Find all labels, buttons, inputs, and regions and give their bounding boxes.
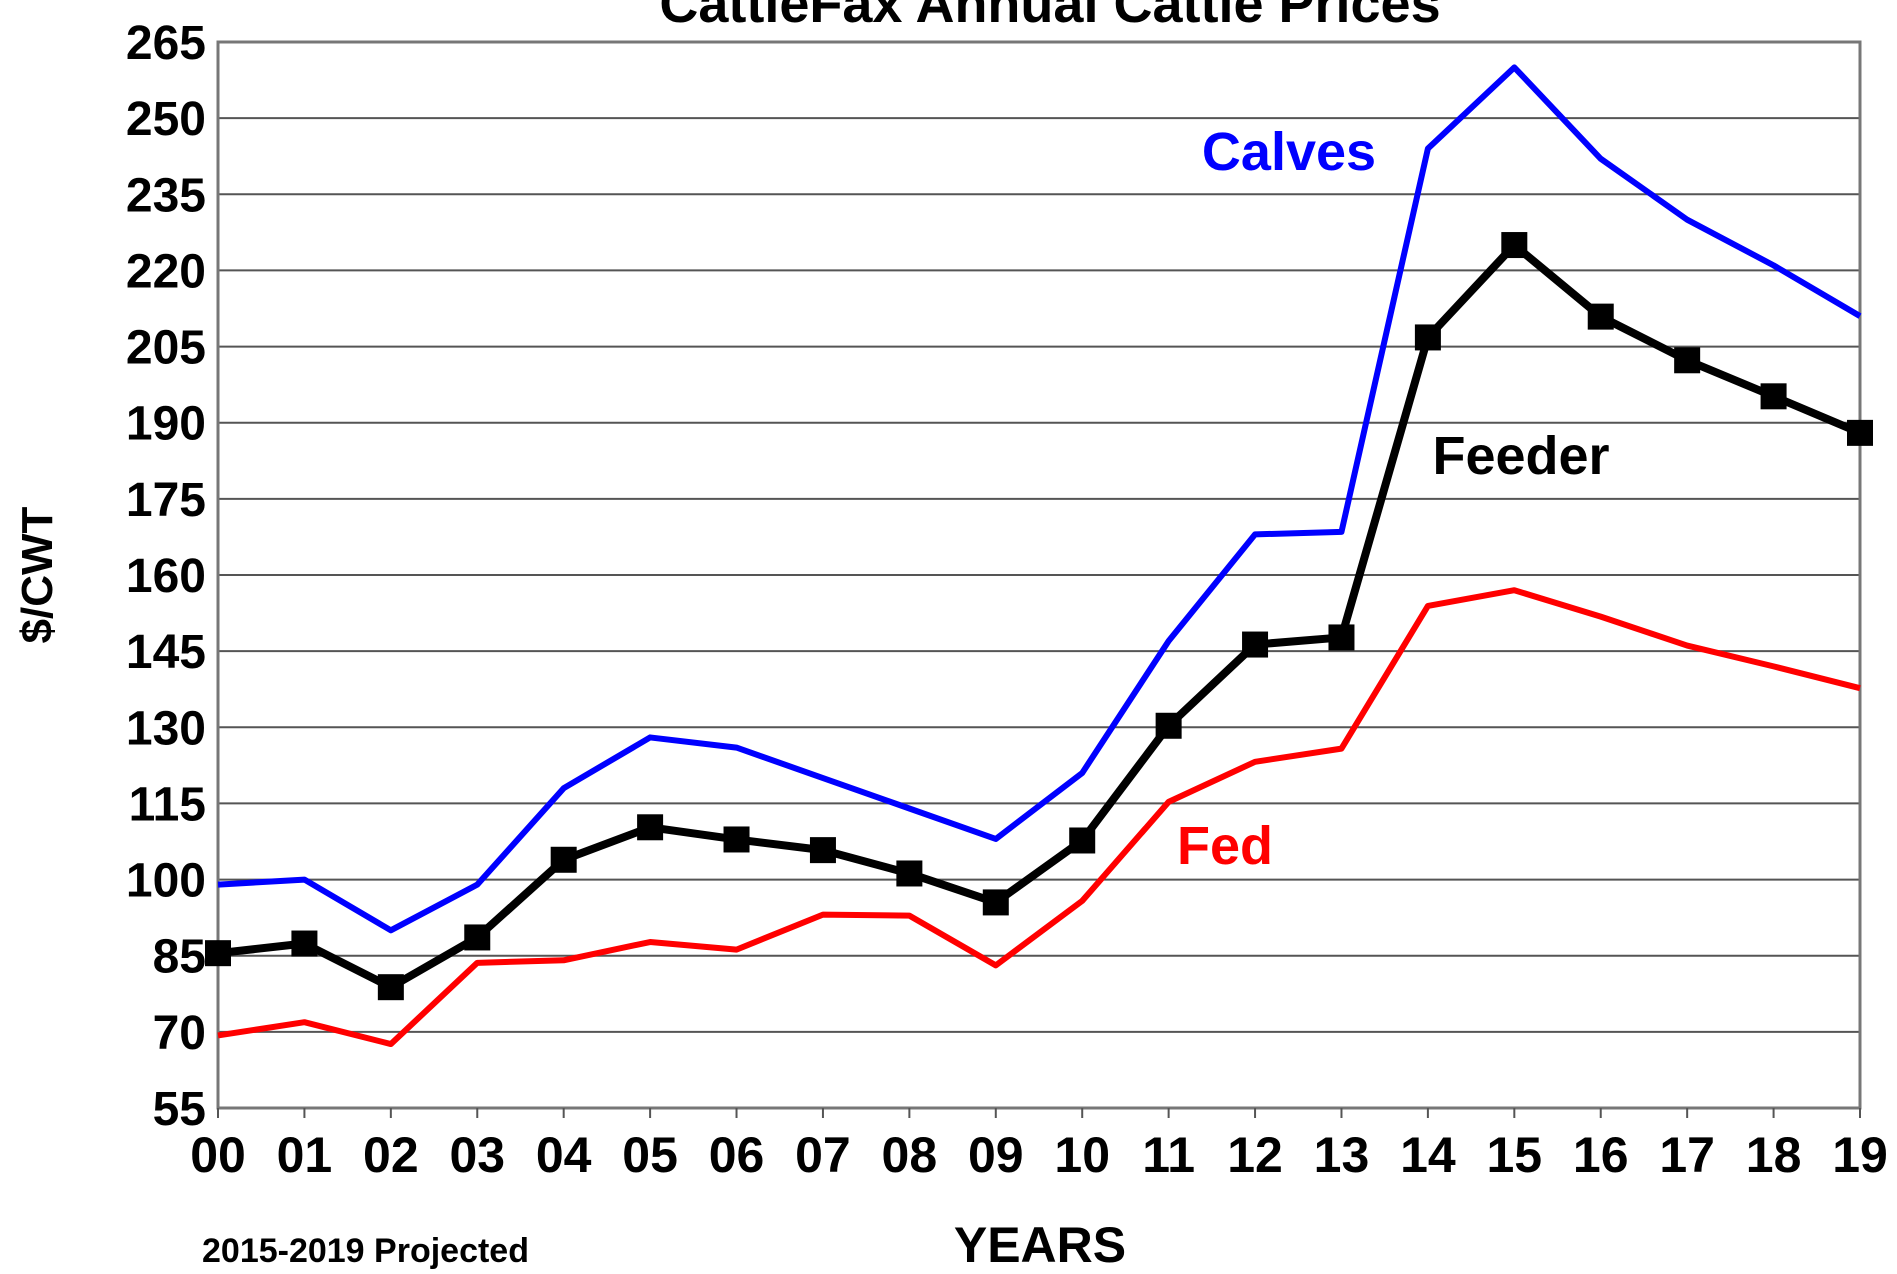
x-tick-label: 15 (1487, 1127, 1543, 1183)
x-tick-label: 17 (1659, 1127, 1715, 1183)
marker (464, 924, 491, 951)
series-line (217, 64, 1862, 934)
marker (1155, 712, 1182, 739)
marker (723, 826, 750, 853)
x-tick-label: 07 (795, 1127, 851, 1183)
chart-title: CattleFax Annual Cattle Prices (659, 0, 1440, 34)
y-tick-label: 145 (126, 626, 206, 679)
x-tick-label: 13 (1314, 1127, 1370, 1183)
y-tick-label: 235 (126, 169, 206, 222)
y-tick-label: 55 (153, 1083, 206, 1136)
plot-frame (216, 40, 1862, 1110)
x-tick-label: 18 (1746, 1127, 1802, 1183)
marker (1501, 232, 1528, 259)
marker (205, 940, 231, 967)
marker (1674, 347, 1701, 374)
x-tick-label: 00 (190, 1127, 246, 1183)
series-line (217, 241, 1862, 992)
y-tick-label: 175 (126, 474, 206, 527)
y-tick-label: 190 (126, 398, 206, 451)
marker (1069, 827, 1096, 854)
x-tick-label: 16 (1573, 1127, 1629, 1183)
x-tick-label: 05 (622, 1127, 678, 1183)
y-axis-label: $/CWT (13, 506, 62, 643)
y-tick-label: 220 (126, 245, 206, 298)
series-label: Fed (1177, 816, 1273, 876)
marker (982, 889, 1009, 916)
marker (1328, 624, 1355, 651)
y-tick-label: 70 (153, 1007, 206, 1060)
marker (637, 814, 664, 841)
marker (377, 974, 404, 1001)
x-tick-label: 01 (277, 1127, 333, 1183)
marker (1414, 324, 1441, 351)
x-tick-label: 08 (882, 1127, 938, 1183)
y-tick-label: 265 (126, 17, 206, 70)
x-tick-label: 12 (1227, 1127, 1283, 1183)
series-label: Feeder (1432, 426, 1609, 486)
note: 2015-2019 Projected (202, 1232, 529, 1270)
y-tick-label: 115 (129, 778, 206, 831)
x-axis-label: YEARS (954, 1217, 1126, 1273)
y-tick-label: 100 (126, 855, 206, 908)
y-tick-label: 250 (126, 93, 206, 146)
marker (1760, 383, 1787, 410)
x-tick-label: 03 (449, 1127, 505, 1183)
y-tick-label: 205 (126, 322, 206, 375)
x-tick-label: 06 (709, 1127, 765, 1183)
marker (896, 860, 923, 887)
x-tick-label: 04 (536, 1127, 592, 1183)
marker (1847, 419, 1873, 446)
x-tick-label: 02 (363, 1127, 419, 1183)
series-line (217, 587, 1861, 1048)
marker (1242, 631, 1269, 658)
x-tick-label: 11 (1142, 1127, 1195, 1183)
x-tick-label: 10 (1054, 1127, 1110, 1183)
x-tick-label: 14 (1400, 1127, 1456, 1183)
marker (809, 837, 836, 864)
y-tick-label: 85 (153, 931, 206, 984)
marker (1587, 303, 1614, 330)
y-tick-label: 160 (126, 550, 206, 603)
y-tick-label: 130 (126, 702, 206, 755)
x-tick-label: 09 (968, 1127, 1024, 1183)
series-label: Calves (1202, 122, 1376, 182)
x-tick-label: 19 (1832, 1127, 1888, 1183)
marker (550, 846, 577, 873)
marker (291, 930, 318, 957)
